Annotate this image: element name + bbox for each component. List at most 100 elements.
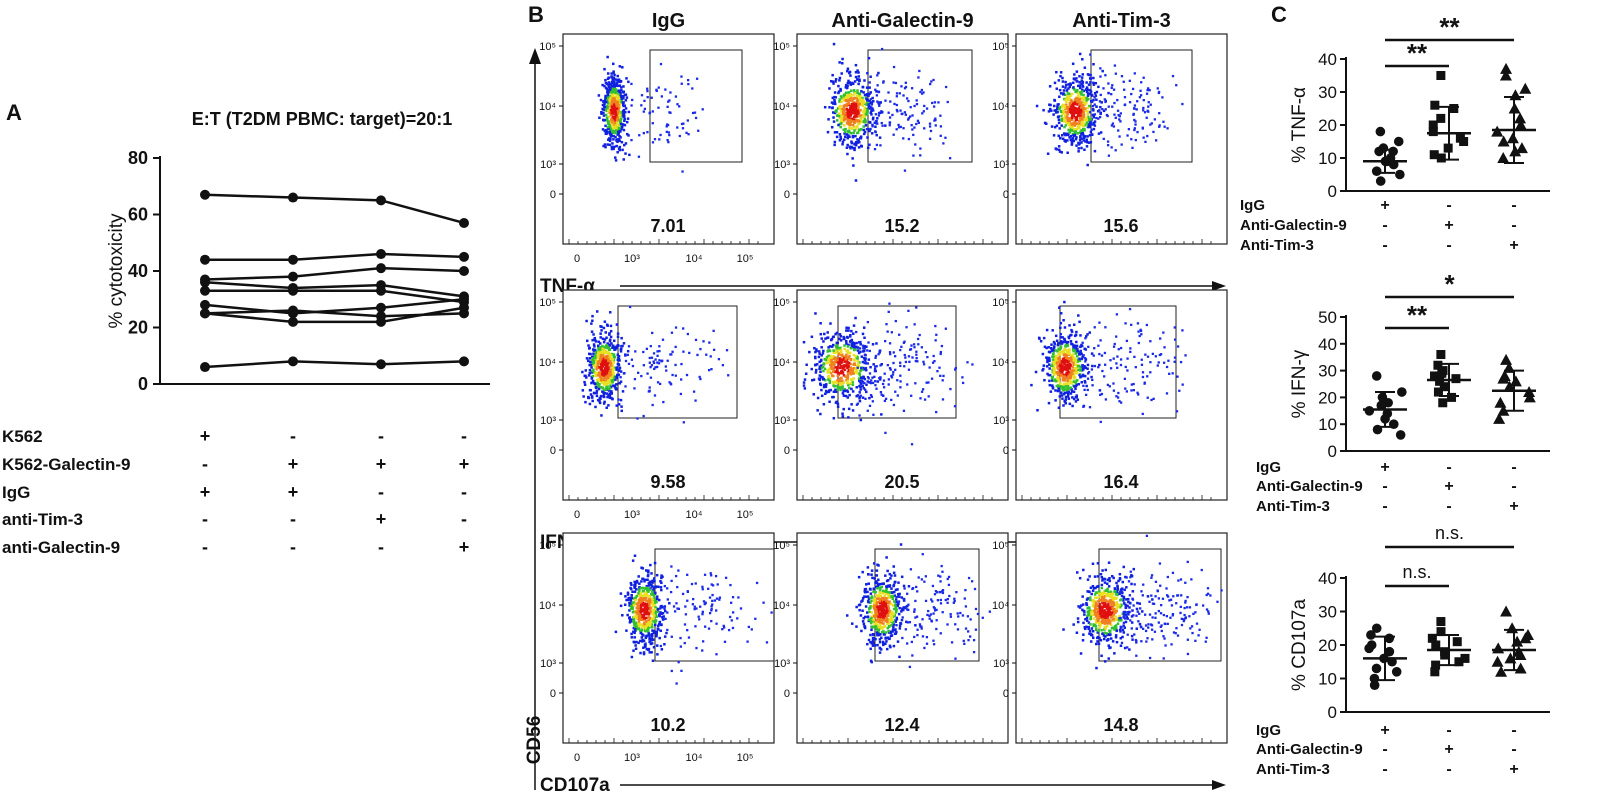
flow-event-dot: [647, 590, 650, 593]
flow-event-dot: [1081, 355, 1084, 359]
flow-event-dot: [1173, 356, 1177, 359]
flow-event-dot: [935, 333, 938, 336]
flow-event-dot: [1113, 64, 1117, 67]
flow-event-dot: [865, 127, 869, 131]
flow-event-dot: [1142, 76, 1145, 79]
flow-event-dot: [603, 143, 607, 146]
flow-event-dot: [899, 364, 902, 368]
flow-event-dot: [664, 617, 667, 621]
flow-event-dot: [1088, 92, 1091, 96]
flow-event-dot: [1086, 372, 1090, 375]
flow-event-dot: [628, 621, 632, 624]
flow-event-dot: [1120, 143, 1123, 146]
flow-event-dot: [608, 110, 612, 113]
flow-x-tick-label: 10³: [624, 509, 640, 521]
flow-event-dot: [584, 374, 587, 378]
flow-event-dot: [658, 620, 662, 624]
flow-event-dot: [1082, 108, 1085, 111]
flow-event-dot: [604, 379, 608, 383]
flow-event-dot: [590, 322, 593, 325]
flow-event-dot: [659, 644, 663, 648]
flow-event-dot: [591, 399, 594, 403]
flow-event-dot: [832, 355, 835, 358]
flow-event-dot: [1055, 124, 1059, 128]
flow-gate-box: [617, 305, 738, 419]
flow-event-dot: [1071, 108, 1075, 112]
flow-event-dot: [653, 586, 656, 589]
flow-event-dot: [631, 610, 635, 614]
flow-event-dot: [1067, 132, 1070, 136]
flow-event-dot: [1072, 362, 1075, 365]
flow-event-dot: [846, 366, 849, 370]
flow-event-dot: [609, 83, 612, 86]
flow-event-dot: [604, 359, 608, 362]
flow-event-dot: [621, 148, 624, 152]
flow-event-dot: [1064, 402, 1067, 405]
flow-event-dot: [1111, 122, 1115, 125]
flow-event-dot: [846, 111, 849, 114]
flow-event-dot: [1068, 334, 1072, 337]
flow-event-dot: [1143, 111, 1147, 114]
flow-event-dot: [857, 120, 861, 123]
flow-event-dot: [870, 103, 874, 106]
flow-event-dot: [614, 101, 618, 105]
flow-event-dot: [852, 346, 855, 349]
flow-event-dot: [1055, 370, 1058, 374]
flow-event-dot: [1060, 394, 1064, 397]
flow-event-dot: [705, 353, 708, 356]
flow-event-dot: [1059, 74, 1062, 78]
flow-event-dot: [660, 648, 664, 651]
flow-event-dot: [853, 343, 856, 347]
flow-event-dot: [1053, 361, 1056, 365]
flow-event-dot: [848, 351, 852, 355]
flow-event-dot: [822, 377, 826, 381]
flow-event-dot: [679, 392, 683, 396]
flow-event-dot: [857, 128, 861, 132]
flow-event-dot: [852, 118, 856, 121]
flow-event-dot: [615, 78, 619, 82]
flow-event-dot: [829, 79, 833, 83]
flow-event-dot: [880, 393, 883, 396]
flow-event-dot: [612, 147, 615, 151]
flow-event-dot: [832, 102, 835, 105]
flow-event-dot: [1075, 96, 1078, 100]
flow-event-dot: [648, 636, 651, 640]
panel-a-data-point: [459, 217, 469, 228]
flow-event-dot: [842, 94, 846, 98]
flow-event-dot: [1066, 364, 1070, 368]
flow-event-dot: [862, 326, 866, 329]
flow-event-dot: [824, 378, 827, 382]
flow-event-dot: [701, 610, 704, 613]
flow-event-dot: [1049, 390, 1053, 393]
flow-event-dot: [629, 586, 632, 590]
flow-event-dot: [584, 400, 587, 404]
flow-event-dot: [654, 366, 657, 369]
flow-event-dot: [672, 605, 676, 608]
flow-event-dot: [1061, 93, 1065, 96]
flow-event-dot: [822, 385, 826, 389]
flow-event-dot: [821, 365, 825, 369]
flow-event-dot: [1088, 134, 1092, 137]
flow-event-dot: [864, 362, 868, 365]
flow-event-dot: [841, 140, 845, 143]
flow-event-dot: [622, 158, 625, 161]
flow-event-dot: [837, 352, 841, 356]
flow-event-dot: [1098, 321, 1101, 324]
flow-event-dot: [1171, 372, 1174, 375]
flow-event-dot: [1116, 98, 1119, 102]
flow-event-dot: [603, 370, 607, 373]
flow-event-dot: [710, 609, 713, 612]
flow-event-dot: [1068, 108, 1072, 111]
flow-event-dot: [643, 605, 647, 608]
flow-event-dot: [1071, 404, 1074, 408]
flow-event-dot: [615, 345, 618, 348]
flow-event-dot: [640, 608, 643, 612]
flow-event-dot: [836, 379, 839, 382]
flow-event-dot: [1109, 359, 1112, 362]
flow-event-dot: [1075, 70, 1079, 73]
flow-event-dot: [1077, 101, 1081, 105]
flow-event-dot: [1077, 98, 1080, 102]
flow-event-dot: [674, 326, 678, 329]
flow-event-dot: [863, 336, 866, 340]
flow-event-dot: [868, 105, 872, 109]
